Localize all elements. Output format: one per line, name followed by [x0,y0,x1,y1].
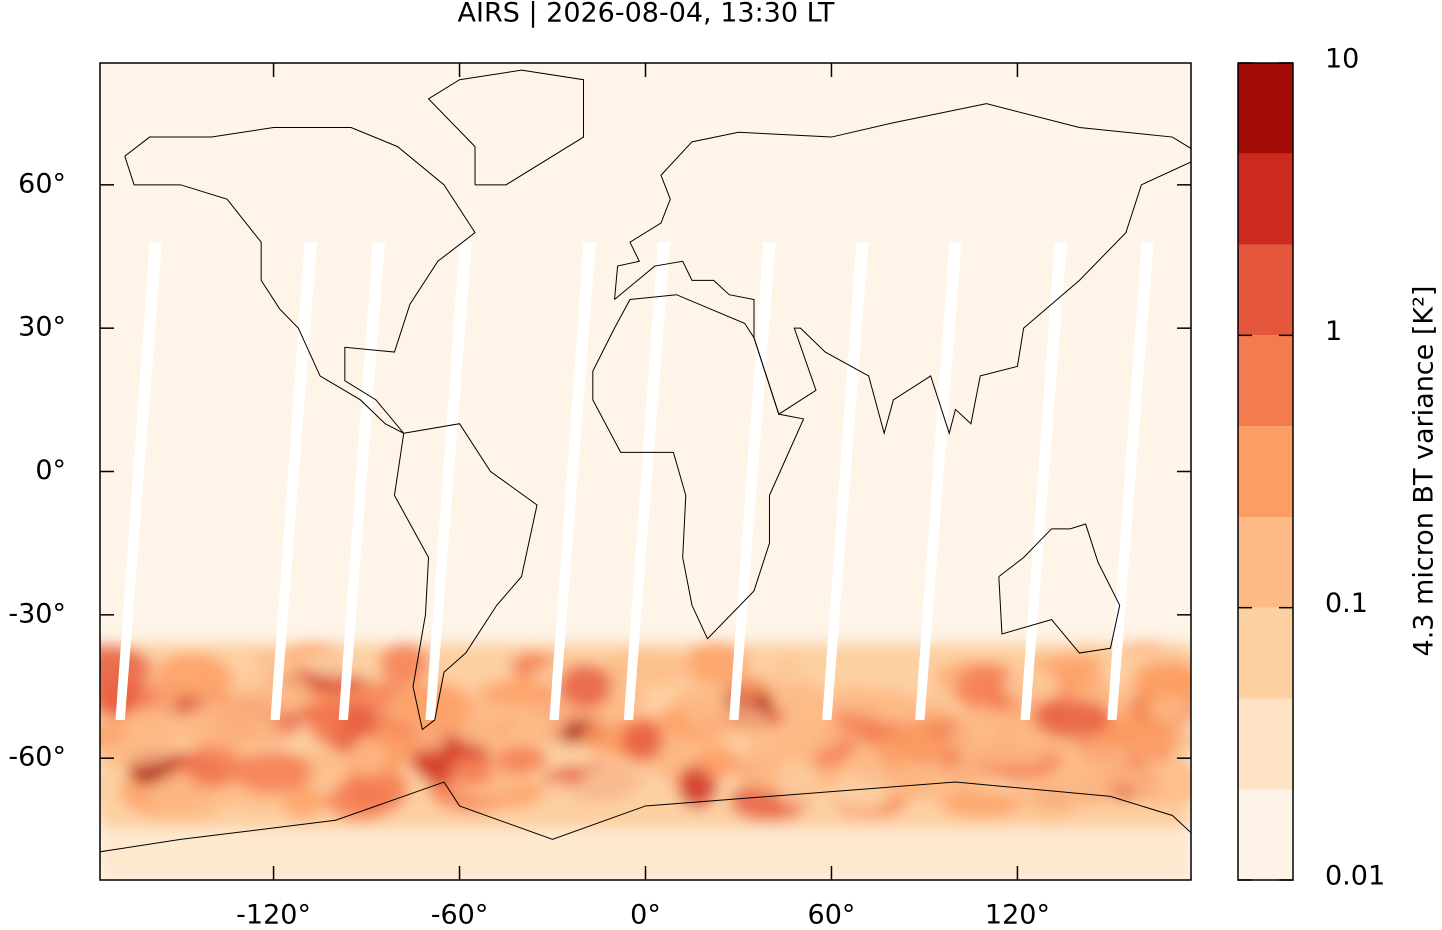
field-cell [873,690,912,733]
colorbar-band [1238,789,1293,880]
field-cell [1128,759,1191,809]
x-tick-label: 0° [630,900,661,930]
field-cell [961,705,1003,746]
x-tick-label: 60° [808,900,856,930]
colorbar-frame [1237,62,1294,881]
y-tick-label: 60° [18,168,66,199]
field-cell [231,750,313,794]
field-cell [684,641,748,685]
x-tick-label: 120° [985,900,1050,930]
variance-field [100,641,1191,880]
field-cell [178,700,274,748]
swath-gap [623,242,671,720]
field-cell [558,663,613,707]
coastline [393,423,538,731]
swath-gap [822,242,869,720]
colorbar-band [1238,517,1293,608]
colorbar-band [1238,63,1293,154]
field-cell [1131,659,1191,699]
coastlines [100,69,1191,853]
field-cell [939,791,1024,818]
field-cell [514,713,567,744]
field-cell [449,755,494,786]
field-cell [1148,696,1191,725]
field-cell [597,652,692,687]
map-area [100,63,1191,880]
swath-gap [115,242,162,720]
swath-gap [915,242,962,720]
coastline [614,103,1191,436]
field-cell [1040,745,1134,796]
field-cell [822,784,889,806]
field-cell [958,736,1051,769]
field-cell [622,719,663,762]
field-cell [1034,699,1112,739]
y-tick-label: 30° [18,312,66,343]
colorbar-tick-label: 1 [1325,316,1342,347]
field-cell [154,653,230,700]
field-cell [481,680,560,704]
y-tick-label: -30° [8,598,66,629]
chart-title: AIRS | 2026-08-04, 13:30 LT [458,0,835,29]
field-cell [955,663,1021,714]
colorbar-tick-label: 0.01 [1325,861,1385,892]
field-cell [303,649,381,680]
colorbar-band [1238,335,1293,427]
swath-gaps [115,242,1154,720]
coastline [998,523,1121,654]
field-cell [788,714,846,752]
colorbar-band [1238,244,1293,336]
field-cell [184,743,241,789]
field-cell [100,722,127,744]
x-tick-label: -120° [236,900,311,930]
swath-gap [425,242,472,720]
colorbar-band [1238,698,1293,790]
coastline [124,127,476,434]
coastline [100,781,1191,853]
swath-gap [338,242,386,720]
colorbar: 0.01 0.1 1 10 [1238,44,1385,892]
field-cell [687,702,770,736]
swath-gap [270,242,317,720]
field-cell [379,643,430,686]
coastline [592,294,805,640]
colorbar-band [1238,153,1293,245]
colorbar-label: 4.3 micron BT variance [K²] [1409,286,1440,657]
colorbar-band [1238,607,1293,699]
colorbar-tick-label: 0.1 [1325,588,1368,619]
field-cell [775,760,818,807]
swath-gap [729,242,776,720]
colorbar-band [1238,426,1293,518]
field-cell [349,737,388,776]
field-cell [252,669,313,717]
field-cell [325,779,396,821]
colorbar-tick-label: 10 [1325,44,1359,75]
field-cell [306,697,348,745]
swath-gap [1107,242,1154,720]
field-cell [495,745,548,775]
field-cell [697,746,738,780]
field-cell [577,761,671,811]
y-tick-label: 0° [35,455,66,486]
swath-gap [549,242,596,720]
swath-gap [1020,242,1068,720]
y-tick-label: -60° [8,742,66,773]
x-tick-label: -60° [431,900,489,930]
coastline [427,69,585,186]
field-cell [839,751,888,778]
